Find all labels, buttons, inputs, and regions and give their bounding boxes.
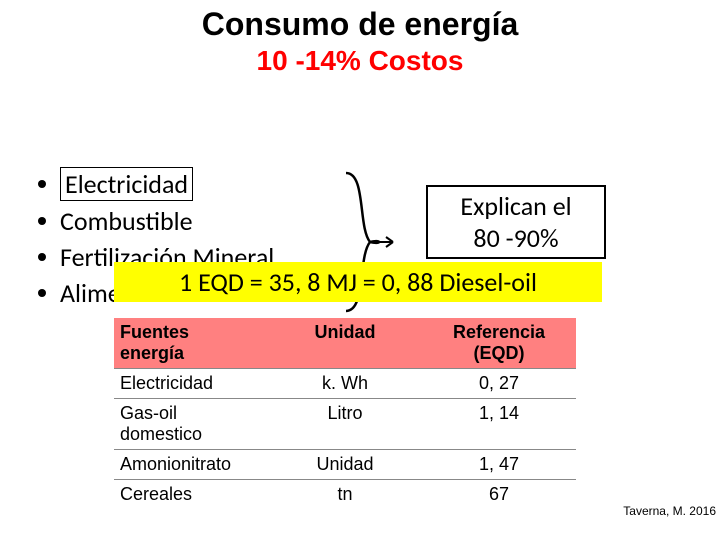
callout-line2: 80 -90% — [428, 222, 604, 254]
table-cell: 0, 27 — [422, 369, 576, 399]
bullet-dot-icon — [38, 253, 46, 261]
table-cell: 1, 47 — [422, 450, 576, 480]
table-cell: Gas-oil domestico — [114, 399, 268, 450]
eqd-box: 1 EQD = 35, 8 MJ = 0, 88 Diesel-oil — [114, 262, 602, 302]
table-row: Amonionitrato Unidad 1, 47 — [114, 450, 576, 480]
table-cell: 67 — [422, 480, 576, 510]
table-row: Gas-oil domestico Litro 1, 14 — [114, 399, 576, 450]
table-header: Unidad — [268, 318, 422, 369]
table-cell: tn — [268, 480, 422, 510]
table-cell: Litro — [268, 399, 422, 450]
table-row: Cereales tn 67 — [114, 480, 576, 510]
table-row: Electricidad k. Wh 0, 27 — [114, 369, 576, 399]
table-header: Fuentes energía — [114, 318, 268, 369]
callout-box: Explican el 80 -90% — [426, 185, 606, 259]
th-line2: (EQD) — [428, 343, 570, 364]
th-line1: Fuentes — [120, 322, 262, 343]
th-line2: energía — [120, 343, 262, 364]
bullet-item: Electricidad — [38, 167, 274, 201]
slide-title: Consumo de energía — [0, 0, 720, 43]
table-header: Referencia (EQD) — [422, 318, 576, 369]
slide: Consumo de energía 10 -14% Costos Electr… — [0, 0, 720, 540]
bullet-dot-icon — [38, 217, 46, 225]
table-cell: Electricidad — [114, 369, 268, 399]
bullet-dot-icon — [38, 289, 46, 297]
table-cell: 1, 14 — [422, 399, 576, 450]
bullet-dot-icon — [38, 180, 46, 188]
energy-table: Fuentes energía Unidad Referencia (EQD) … — [114, 318, 576, 509]
eqd-text: 1 EQD = 35, 8 MJ = 0, 88 Diesel-oil — [179, 266, 537, 298]
table-cell: Cereales — [114, 480, 268, 510]
table-cell: Unidad — [268, 450, 422, 480]
table-cell: Amonionitrato — [114, 450, 268, 480]
citation: Taverna, M. 2016 — [623, 504, 716, 518]
th-line1: Unidad — [274, 322, 416, 343]
bullet-item: Combustible — [38, 205, 274, 237]
bullet-label: Electricidad — [60, 167, 193, 201]
th-line1: Referencia — [428, 322, 570, 343]
callout-line1: Explican el — [428, 190, 604, 222]
bullet-label: Combustible — [60, 205, 193, 237]
table-cell: k. Wh — [268, 369, 422, 399]
slide-subtitle: 10 -14% Costos — [0, 45, 720, 77]
